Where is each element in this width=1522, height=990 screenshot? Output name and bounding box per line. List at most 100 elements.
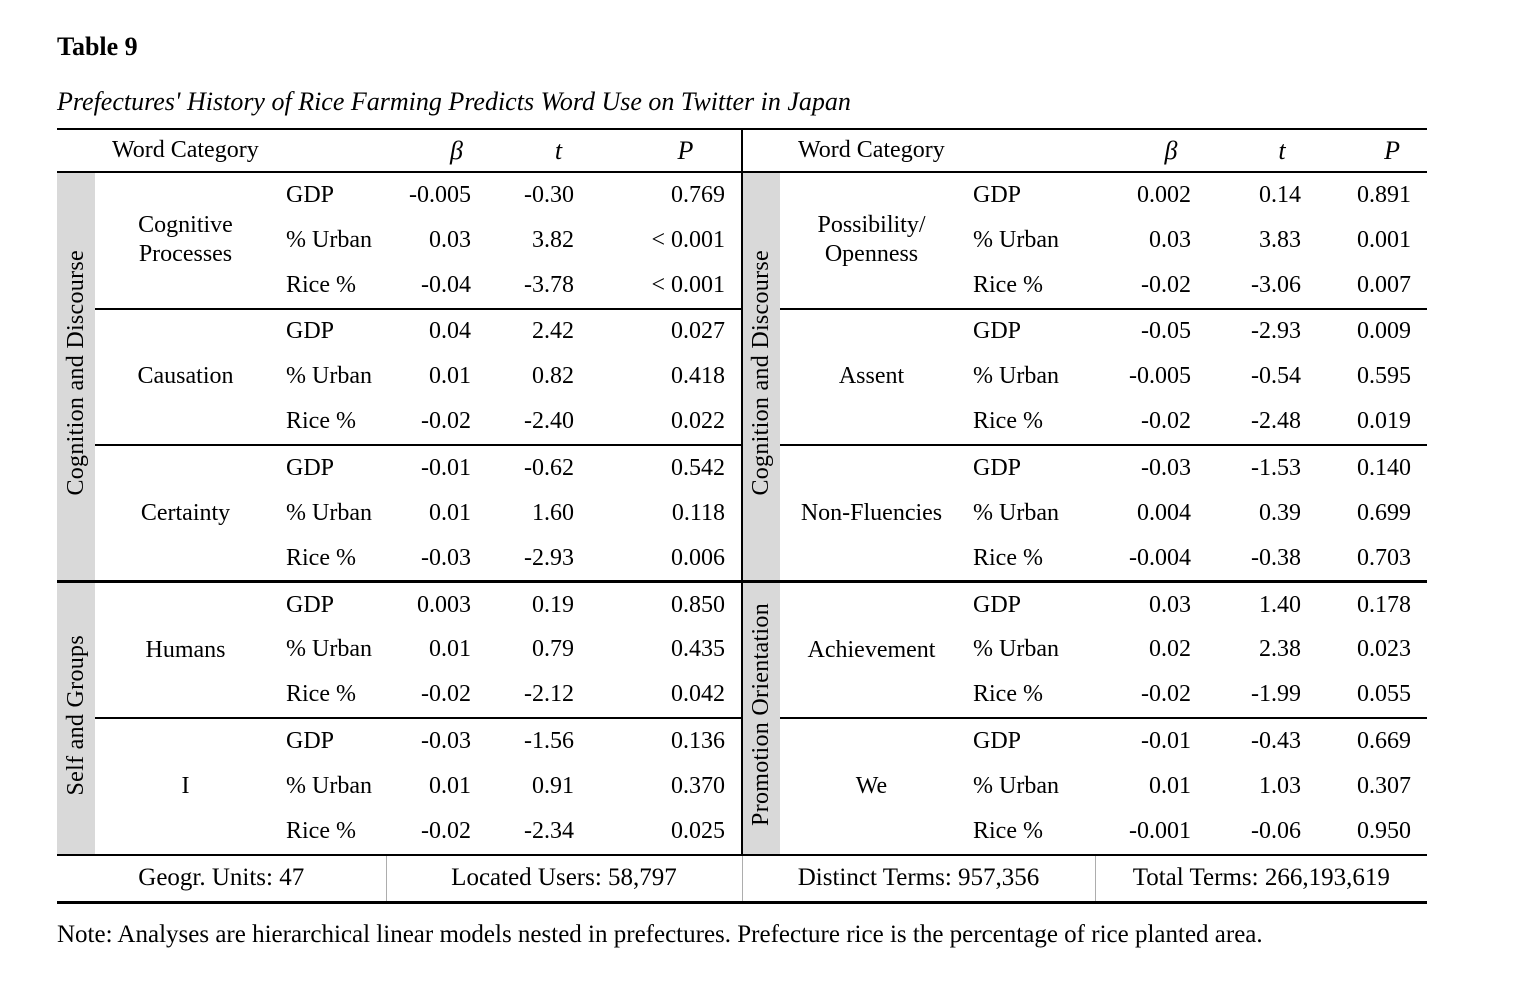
p-value-cell: 0.699 xyxy=(1357,499,1412,526)
beta-value-cell: 0.03 xyxy=(1149,226,1192,253)
category-cell: I xyxy=(95,718,276,856)
category-cell: Causation xyxy=(95,308,276,446)
predictor-cell: GDP xyxy=(973,181,1022,208)
table-footer: Geogr. Units: 47 Located Users: 58,797 Dis… xyxy=(57,854,1428,904)
t-value-cell: 2.42 xyxy=(532,318,574,345)
table-header: Word Category β t P Word Category β t P xyxy=(57,128,1428,173)
t-value-cell: -0.54 xyxy=(1251,363,1302,390)
predictor-cell: % Urban xyxy=(286,636,372,663)
col-header-t: t xyxy=(1207,128,1318,173)
beta-value-cell: 0.01 xyxy=(1149,772,1192,799)
beta-value-cell: 0.03 xyxy=(429,226,471,253)
predictor-cell: Rice % xyxy=(276,536,386,583)
p-value-cell: 0.042 xyxy=(590,672,742,719)
table-row: Causation GDP 0.04 2.42 0.027 Assent GDP -0.05 -… xyxy=(57,308,1427,446)
p-value-cell: 0.850 xyxy=(671,591,725,618)
p-value-cell: 0.118 xyxy=(671,499,725,526)
t-value-cell: -2.40 xyxy=(487,399,590,446)
section-label: Cognition and Discourse xyxy=(748,250,774,496)
footer-stat: Geogr. Units: 47 xyxy=(57,854,387,904)
t-value-cell: 0.82 xyxy=(532,363,574,390)
category-cell: Possibility/ Openness xyxy=(780,172,963,310)
table-row: I GDP -0.03 -1.56 0.136 We GDP -0.01 -0.43 0.669 xyxy=(57,718,1427,856)
predictor-cell: GDP xyxy=(973,318,1022,345)
t-value-cell: -0.62 xyxy=(524,454,574,481)
table-row: Cognition and Discourse Cognitive Process… xyxy=(57,172,1427,583)
predictor-cell: GDP xyxy=(286,318,335,345)
predictor-cell: Rice % xyxy=(963,536,1096,583)
predictor-cell: Rice % xyxy=(276,672,386,719)
footer-stat: Distinct Terms: 957,356 xyxy=(742,854,1096,904)
footer-stat: Located Users: 58,797 xyxy=(386,854,743,904)
category-cell: Non-Fluencies xyxy=(780,445,963,583)
predictor-cell: % Urban xyxy=(286,499,372,526)
category-cell: Certainty xyxy=(95,445,276,583)
beta-value-cell: 0.02 xyxy=(1149,636,1192,663)
col-header-beta: β xyxy=(1095,128,1208,173)
table-row: % Urban 0.03 3.82 < 0.001 % Urban 0.03 3.83 0.0… xyxy=(57,218,1427,264)
section-label-cell: Cognition and Discourse xyxy=(57,172,95,583)
t-value-cell: 1.40 xyxy=(1259,591,1302,618)
p-value-cell: 0.025 xyxy=(590,809,742,856)
table-title: Prefectures' History of Rice Farming Pre… xyxy=(57,87,851,116)
p-value-cell: 0.542 xyxy=(671,454,725,481)
col-header-t: t xyxy=(487,128,590,173)
p-value-cell: 0.950 xyxy=(1317,809,1428,856)
table-body: Cognition and Discourse Cognitive Process… xyxy=(57,172,1428,856)
beta-value-cell: -0.03 xyxy=(1141,454,1192,481)
beta-value-cell: -0.04 xyxy=(386,263,487,310)
table-row: Rice % -0.04 -3.78 < 0.001 Rice % -0.02 -3.06 0… xyxy=(57,263,1428,310)
predictor-cell: GDP xyxy=(973,454,1022,481)
table-row: % Urban 0.01 0.82 0.418 % Urban -0.005 -0.54 0.… xyxy=(57,354,1427,400)
predictor-cell: Rice % xyxy=(963,672,1096,719)
category-cell: Cognitive Processes xyxy=(95,172,276,310)
t-value-cell: -2.12 xyxy=(487,672,590,719)
col-header-p: P xyxy=(1317,128,1428,173)
predictor-cell: GDP xyxy=(286,454,335,481)
beta-value-cell: -0.02 xyxy=(386,809,487,856)
section-label: Cognition and Discourse xyxy=(62,250,89,496)
category-cell: Humans xyxy=(95,581,276,719)
predictor-cell: GDP xyxy=(286,181,335,208)
paper-page: Table 9 Prefectures' History of Rice Far… xyxy=(57,32,1428,948)
predictor-cell: Rice % xyxy=(276,263,386,310)
beta-value-cell: 0.01 xyxy=(429,772,471,799)
header-row: Word Category β t P Word Category β t P xyxy=(57,128,1428,173)
t-value-cell: 2.38 xyxy=(1259,636,1302,663)
beta-value-cell: 0.01 xyxy=(429,636,471,663)
beta-value-cell: -0.05 xyxy=(1141,318,1192,345)
t-value-cell: 0.19 xyxy=(532,591,574,618)
footer-row: Geogr. Units: 47 Located Users: 58,797 Dis… xyxy=(57,854,1428,904)
beta-value-cell: -0.004 xyxy=(1095,536,1208,583)
predictor-cell: % Urban xyxy=(286,363,372,390)
p-value-cell: 0.007 xyxy=(1317,263,1428,310)
beta-value-cell: -0.02 xyxy=(386,672,487,719)
p-value-cell: 0.001 xyxy=(1357,226,1412,253)
predictor-cell: % Urban xyxy=(973,226,1059,253)
t-value-cell: -0.38 xyxy=(1207,536,1318,583)
p-value-cell: 0.418 xyxy=(671,363,725,390)
table-row: % Urban 0.01 1.60 0.118 % Urban 0.004 0.39 0.69… xyxy=(57,491,1427,537)
t-value-cell: -2.48 xyxy=(1207,399,1318,446)
table-row: % Urban 0.01 0.91 0.370 % Urban 0.01 1.03 0.307 xyxy=(57,764,1427,810)
p-value-cell: 0.703 xyxy=(1317,536,1428,583)
t-value-cell: 1.60 xyxy=(532,499,574,526)
beta-value-cell: -0.01 xyxy=(421,454,471,481)
t-value-cell: -1.99 xyxy=(1207,672,1318,719)
col-header-p: P xyxy=(590,128,742,173)
table-row: Rice % -0.03 -2.93 0.006 Rice % -0.004 -0.38 0.… xyxy=(57,536,1428,583)
beta-value-cell: -0.005 xyxy=(409,181,471,208)
p-value-cell: 0.595 xyxy=(1357,363,1412,390)
p-value-cell: 0.019 xyxy=(1317,399,1428,446)
category-cell: Achievement xyxy=(780,581,963,719)
t-value-cell: 3.82 xyxy=(532,226,574,253)
p-value-cell: 0.435 xyxy=(671,636,725,663)
table-row: Rice % -0.02 -2.12 0.042 Rice % -0.02 -1.99 0.0… xyxy=(57,672,1428,719)
predictor-cell: % Urban xyxy=(286,226,372,253)
p-value-cell: 0.009 xyxy=(1357,318,1412,345)
predictor-cell: GDP xyxy=(286,727,335,754)
t-value-cell: -0.06 xyxy=(1207,809,1318,856)
results-table: Word Category β t P Word Category β t P Cogniti… xyxy=(57,128,1428,904)
beta-value-cell: -0.02 xyxy=(386,399,487,446)
predictor-cell: GDP xyxy=(973,727,1022,754)
